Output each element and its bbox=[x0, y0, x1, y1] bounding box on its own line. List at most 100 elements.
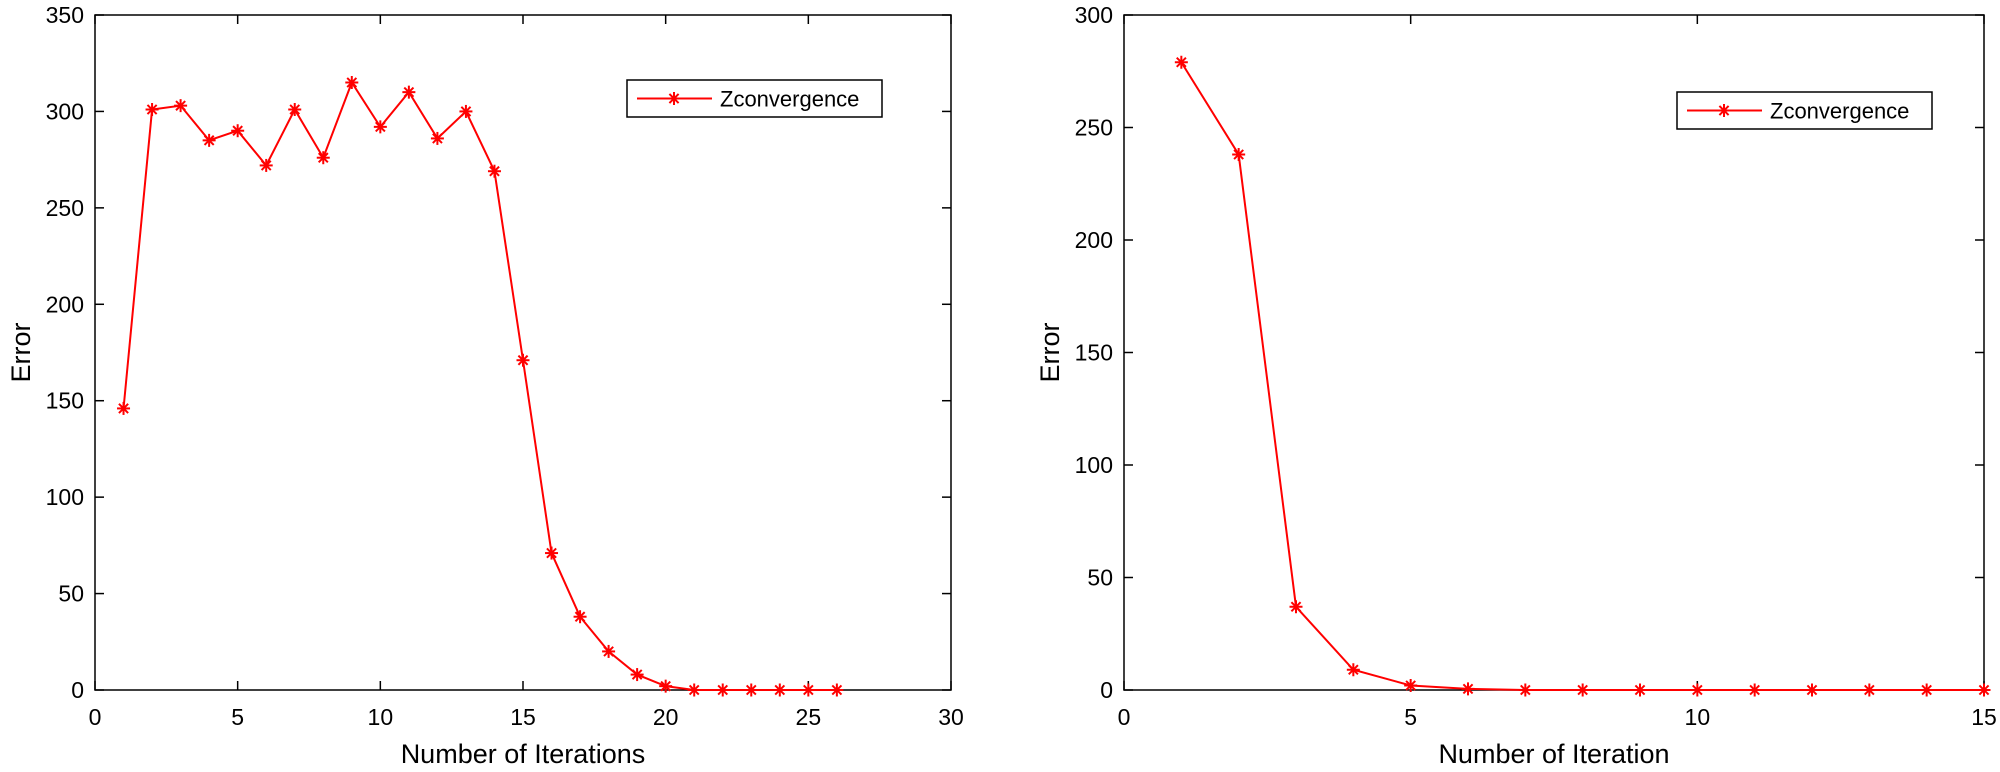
data-point bbox=[1232, 148, 1246, 161]
data-point bbox=[602, 644, 616, 658]
marker-stroke bbox=[1692, 684, 1703, 696]
marker-stroke bbox=[1290, 601, 1302, 613]
marker-stroke bbox=[1864, 684, 1875, 696]
marker-stroke bbox=[546, 547, 557, 559]
x-axis-label: Number of Iteration bbox=[1438, 739, 1669, 769]
marker-stroke bbox=[118, 403, 129, 414]
marker-stroke bbox=[489, 165, 500, 177]
marker-stroke bbox=[1405, 680, 1416, 691]
data-point bbox=[1805, 683, 1819, 697]
marker-stroke bbox=[831, 684, 843, 696]
marker-stroke bbox=[232, 125, 243, 137]
marker-stroke bbox=[717, 684, 729, 696]
data-point bbox=[430, 131, 444, 145]
data-point bbox=[1346, 663, 1360, 677]
data-point bbox=[516, 353, 530, 367]
legend-label: Zconvergence bbox=[720, 87, 859, 112]
marker-stroke bbox=[631, 669, 643, 680]
marker-stroke bbox=[1462, 683, 1474, 695]
marker-stroke bbox=[289, 104, 301, 115]
x-tick-label: 5 bbox=[1404, 704, 1417, 730]
data-point bbox=[1518, 683, 1532, 697]
y-tick-label: 150 bbox=[46, 388, 84, 414]
y-tick-label: 250 bbox=[46, 195, 84, 221]
marker-stroke bbox=[660, 680, 671, 692]
data-point bbox=[573, 610, 587, 624]
data-point bbox=[117, 401, 131, 415]
y-axis-label: Error bbox=[6, 322, 36, 382]
y-tick-label: 0 bbox=[71, 677, 84, 703]
x-tick-label: 5 bbox=[231, 704, 244, 730]
marker-stroke bbox=[460, 106, 472, 117]
y-tick-label: 200 bbox=[1075, 227, 1113, 253]
legend-marker bbox=[1717, 104, 1731, 117]
marker-stroke bbox=[1520, 684, 1531, 696]
marker-stroke bbox=[574, 611, 586, 623]
marker-stroke bbox=[1718, 105, 1730, 116]
legend-label: Zconvergence bbox=[1770, 99, 1909, 124]
marker-stroke bbox=[1806, 684, 1818, 696]
series-line bbox=[122, 80, 837, 691]
data-point bbox=[659, 679, 673, 693]
data-point bbox=[830, 683, 844, 697]
data-point bbox=[1748, 683, 1762, 697]
data-point bbox=[801, 683, 815, 697]
x-tick-label: 10 bbox=[368, 704, 394, 730]
marker-stroke bbox=[260, 160, 272, 171]
data-point bbox=[259, 158, 273, 172]
data-point bbox=[316, 151, 330, 165]
series-line bbox=[1180, 61, 1984, 691]
y-axis-label: Error bbox=[1035, 322, 1065, 382]
legend-marker bbox=[667, 92, 681, 105]
marker-stroke bbox=[375, 121, 386, 133]
marker-stroke bbox=[1921, 684, 1932, 696]
x-tick-label: 0 bbox=[1118, 704, 1131, 730]
x-axis-label: Number of Iterations bbox=[401, 739, 646, 769]
data-point bbox=[716, 683, 730, 697]
y-tick-label: 50 bbox=[1087, 565, 1113, 591]
x-tick-label: 15 bbox=[1971, 704, 1997, 730]
data-point bbox=[1461, 682, 1475, 696]
marker-stroke bbox=[1233, 149, 1244, 160]
marker-stroke bbox=[688, 684, 700, 696]
y-tick-label: 300 bbox=[46, 98, 84, 124]
data-point bbox=[545, 546, 559, 560]
data-point bbox=[288, 103, 302, 116]
data-point bbox=[1920, 683, 1934, 697]
x-tick-label: 0 bbox=[89, 704, 102, 730]
y-tick-label: 150 bbox=[1075, 340, 1113, 366]
legend: Zconvergence bbox=[1676, 91, 1933, 130]
data-point bbox=[687, 683, 701, 697]
data-point bbox=[1404, 679, 1418, 692]
data-point bbox=[373, 120, 387, 134]
marker-stroke bbox=[346, 77, 358, 88]
y-tick-label: 300 bbox=[1075, 2, 1113, 28]
x-tick-label: 30 bbox=[938, 704, 964, 730]
data-point bbox=[487, 164, 501, 178]
y-tick-label: 350 bbox=[46, 2, 84, 28]
data-point bbox=[174, 99, 188, 113]
marker-stroke bbox=[745, 684, 757, 696]
marker-stroke bbox=[517, 354, 529, 366]
data-point bbox=[1174, 55, 1188, 69]
marker-stroke bbox=[432, 133, 443, 144]
data-point bbox=[1690, 683, 1704, 697]
data-point bbox=[1289, 600, 1303, 614]
marker-stroke bbox=[317, 152, 329, 164]
y-tick-label: 100 bbox=[46, 484, 84, 510]
data-point bbox=[744, 683, 758, 697]
y-tick-label: 200 bbox=[46, 291, 84, 317]
data-point bbox=[630, 668, 644, 682]
marker-stroke bbox=[146, 104, 158, 115]
marker-stroke bbox=[203, 135, 215, 146]
data-point bbox=[1576, 683, 1590, 697]
marker-stroke bbox=[403, 86, 415, 98]
marker-stroke bbox=[1348, 664, 1359, 676]
y-tick-label: 100 bbox=[1075, 452, 1113, 478]
legend: Zconvergence bbox=[626, 79, 883, 118]
x-tick-label: 20 bbox=[653, 704, 679, 730]
data-point bbox=[345, 76, 359, 89]
data-point bbox=[402, 85, 416, 99]
marker-stroke bbox=[175, 100, 186, 111]
